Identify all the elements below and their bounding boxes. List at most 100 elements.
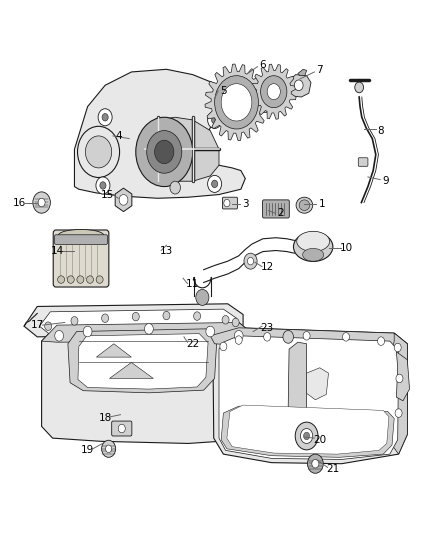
Polygon shape (287, 75, 311, 97)
Circle shape (98, 109, 112, 126)
Polygon shape (298, 69, 307, 76)
Ellipse shape (58, 229, 104, 241)
Polygon shape (74, 69, 245, 198)
Circle shape (234, 330, 243, 341)
Text: 5: 5 (220, 86, 227, 95)
Text: 9: 9 (382, 176, 389, 186)
Ellipse shape (96, 276, 103, 284)
Polygon shape (396, 352, 410, 401)
Text: 3: 3 (242, 199, 249, 208)
Circle shape (267, 84, 280, 100)
Circle shape (106, 445, 112, 453)
Circle shape (145, 324, 153, 334)
Circle shape (55, 330, 64, 341)
Text: 8: 8 (378, 126, 385, 135)
Polygon shape (288, 342, 307, 416)
Circle shape (235, 336, 242, 344)
Polygon shape (42, 322, 252, 443)
Polygon shape (221, 406, 394, 457)
Circle shape (244, 253, 257, 269)
Text: 22: 22 (186, 339, 199, 349)
Circle shape (355, 82, 364, 93)
Circle shape (208, 175, 222, 192)
Circle shape (220, 342, 227, 351)
Circle shape (147, 131, 182, 173)
Text: 10: 10 (339, 243, 353, 253)
Circle shape (155, 140, 174, 164)
Circle shape (212, 116, 218, 124)
Polygon shape (251, 64, 297, 119)
Polygon shape (392, 333, 407, 454)
Polygon shape (42, 322, 252, 342)
Circle shape (307, 454, 323, 473)
Circle shape (118, 424, 125, 433)
Circle shape (206, 326, 215, 337)
Text: 16: 16 (13, 198, 26, 207)
Circle shape (261, 76, 287, 108)
Circle shape (224, 199, 230, 207)
Circle shape (33, 192, 50, 213)
Text: 17: 17 (31, 320, 44, 330)
Ellipse shape (299, 200, 310, 211)
FancyBboxPatch shape (112, 421, 132, 436)
Circle shape (170, 181, 180, 194)
Text: 21: 21 (326, 464, 339, 474)
Polygon shape (78, 334, 208, 389)
Polygon shape (210, 328, 407, 464)
Polygon shape (227, 405, 389, 454)
Circle shape (45, 322, 52, 330)
Circle shape (102, 114, 108, 121)
Circle shape (102, 314, 109, 322)
Text: 18: 18 (99, 414, 112, 423)
Polygon shape (24, 304, 243, 337)
Circle shape (303, 332, 310, 340)
Circle shape (78, 126, 120, 177)
Circle shape (394, 343, 401, 352)
Circle shape (395, 409, 402, 417)
Polygon shape (219, 336, 399, 459)
Circle shape (304, 432, 310, 440)
Circle shape (221, 84, 252, 121)
Polygon shape (307, 368, 328, 400)
Polygon shape (68, 329, 217, 393)
Circle shape (264, 333, 271, 341)
Text: 12: 12 (261, 262, 274, 271)
Circle shape (396, 374, 403, 383)
Circle shape (312, 459, 319, 468)
Circle shape (83, 326, 92, 337)
Circle shape (232, 318, 239, 327)
Circle shape (212, 180, 218, 188)
FancyBboxPatch shape (54, 235, 107, 244)
Ellipse shape (303, 248, 324, 261)
Circle shape (215, 76, 258, 129)
Ellipse shape (293, 232, 333, 262)
Circle shape (378, 337, 385, 345)
Text: 11: 11 (186, 279, 199, 288)
Text: 13: 13 (160, 246, 173, 255)
Ellipse shape (67, 276, 74, 284)
Circle shape (102, 440, 116, 457)
FancyBboxPatch shape (358, 158, 368, 166)
Text: 7: 7 (316, 66, 323, 75)
Ellipse shape (296, 197, 313, 213)
Polygon shape (110, 362, 153, 378)
Polygon shape (205, 64, 268, 141)
Circle shape (196, 289, 209, 305)
Text: 14: 14 (50, 246, 64, 255)
Ellipse shape (297, 231, 329, 252)
FancyBboxPatch shape (53, 230, 109, 287)
Text: 6: 6 (259, 60, 266, 70)
Circle shape (300, 429, 313, 443)
Polygon shape (96, 344, 131, 357)
Text: 1: 1 (318, 199, 325, 208)
Circle shape (295, 422, 318, 450)
Polygon shape (39, 309, 237, 335)
Circle shape (132, 312, 139, 321)
Circle shape (247, 257, 254, 265)
Ellipse shape (77, 276, 84, 284)
Circle shape (119, 195, 128, 205)
FancyBboxPatch shape (263, 200, 290, 218)
Circle shape (283, 330, 293, 343)
Circle shape (294, 80, 303, 91)
Ellipse shape (86, 276, 94, 284)
